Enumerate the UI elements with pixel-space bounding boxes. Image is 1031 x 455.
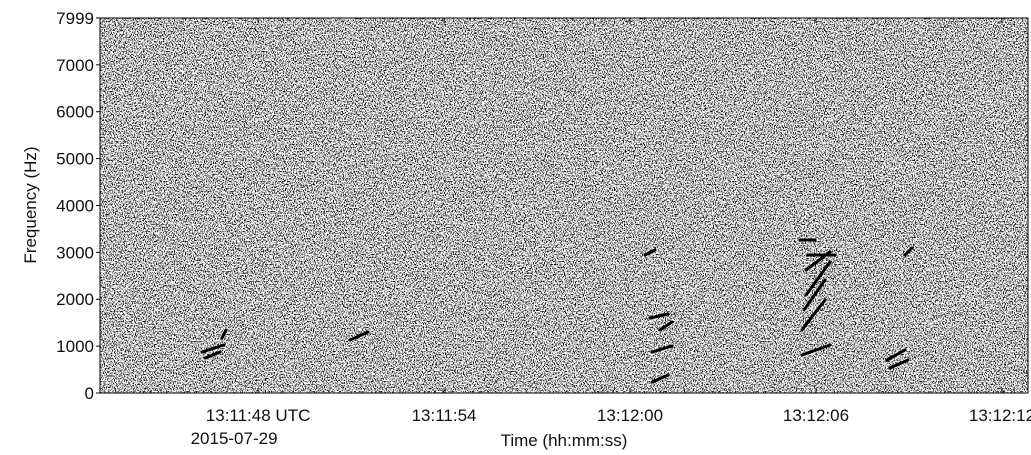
spectrogram: [100, 18, 1028, 393]
x-tick-label: 13:11:54: [412, 406, 477, 425]
noise-texture: [100, 18, 1028, 393]
y-tick-label: 0: [85, 384, 94, 403]
y-tick-label: 7000: [56, 56, 94, 75]
x-axis-title: Time (hh:mm:ss): [501, 431, 628, 450]
y-tick-label: 7999: [56, 9, 94, 28]
y-tick-label: 2000: [56, 290, 94, 309]
y-axis-title: Frequency (Hz): [21, 146, 40, 263]
y-tick-label: 6000: [56, 103, 94, 122]
y-tick-label: 5000: [56, 150, 94, 169]
y-tick-label: 1000: [56, 337, 94, 356]
x-tick-label: 13:12:00: [597, 406, 663, 425]
x-tick-label: 13:11:48 UTC: [206, 406, 311, 425]
whistler-traces: [200, 238, 914, 384]
y-tick-label: 3000: [56, 243, 94, 262]
date-label: 2015-07-29: [191, 429, 278, 448]
y-tick-label: 4000: [56, 196, 94, 215]
x-tick-label: 13:12:12: [969, 406, 1031, 425]
x-tick-label: 13:12:06: [783, 406, 849, 425]
